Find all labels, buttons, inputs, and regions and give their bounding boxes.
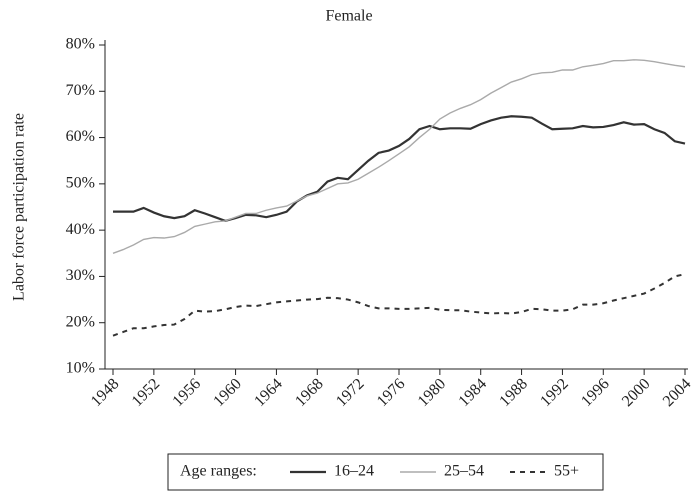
legend-box <box>167 453 604 491</box>
chart-title: Female <box>325 8 372 25</box>
x-tick-label: 1988 <box>496 375 531 410</box>
y-tick-label: 30% <box>66 267 95 284</box>
x-tick-label: 1956 <box>169 375 204 410</box>
x-tick-label: 1984 <box>455 375 490 410</box>
y-tick-label: 10% <box>66 360 95 377</box>
legend-title: Age ranges: <box>180 463 257 480</box>
x-tick-label: 1952 <box>129 375 164 410</box>
y-tick-label: 40% <box>66 221 95 238</box>
series-line <box>113 115 686 223</box>
y-tick-label: 50% <box>66 175 95 192</box>
x-tick-label: 1964 <box>251 375 286 410</box>
x-tick-label: 1996 <box>578 375 613 410</box>
x-tick-label: 2000 <box>619 375 654 410</box>
x-tick-label: 1976 <box>374 375 409 410</box>
x-tick-label: 1960 <box>210 375 245 410</box>
series-line <box>112 59 686 254</box>
series-line <box>112 273 686 337</box>
x-tick-label: 1992 <box>537 375 572 410</box>
x-tick-label: 1980 <box>415 375 450 410</box>
y-axis-label: Labor force participation rate <box>11 113 28 301</box>
x-tick-label: 1948 <box>88 375 123 410</box>
legend-label: 16–24 <box>334 463 374 480</box>
y-tick-label: 80% <box>66 36 95 53</box>
x-tick-label: 2004 <box>660 375 695 410</box>
x-tick-label: 1972 <box>333 375 368 410</box>
y-tick-label: 70% <box>66 82 95 99</box>
legend-label: 25–54 <box>444 463 484 480</box>
y-tick-label: 60% <box>66 128 95 145</box>
legend-label: 55+ <box>554 463 579 480</box>
x-tick-label: 1968 <box>292 375 327 410</box>
y-tick-label: 20% <box>66 313 95 330</box>
